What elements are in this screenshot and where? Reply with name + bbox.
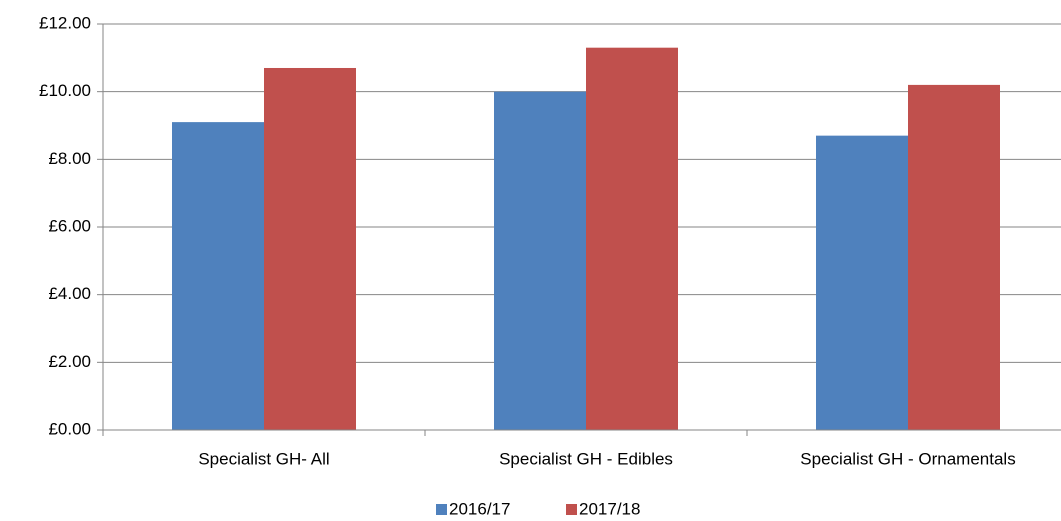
bar: [908, 84, 1000, 431]
legend-swatch: [436, 504, 447, 515]
legend-label: 2017/18: [579, 499, 640, 518]
bar: [172, 122, 264, 430]
x-tick-label: Specialist GH- All: [198, 449, 329, 468]
y-tick-label: £6.00: [48, 216, 91, 235]
x-tick-label: Specialist GH - Edibles: [499, 449, 673, 468]
legend-label: 2016/17: [449, 499, 510, 518]
bar: [816, 135, 908, 430]
y-tick-label: £2.00: [48, 352, 91, 371]
y-tick-label: £8.00: [48, 149, 91, 168]
bar: [494, 91, 586, 431]
y-tick-label: £0.00: [48, 419, 91, 438]
bar: [586, 47, 678, 430]
bar: [264, 67, 356, 430]
y-tick-label: £4.00: [48, 284, 91, 303]
y-tick-label: £10.00: [39, 81, 91, 100]
x-tick-label: Specialist GH - Ornamentals: [800, 449, 1015, 468]
y-tick-label: £12.00: [39, 13, 91, 32]
legend-swatch: [566, 504, 577, 515]
